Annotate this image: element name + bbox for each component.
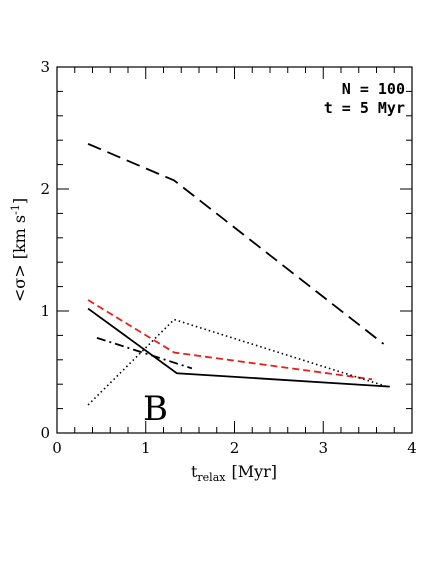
x-axis-label-sub: relax: [197, 471, 226, 484]
x-axis-label: trelax [Myr]: [191, 462, 277, 484]
series-line-dash-dot: [96, 336, 193, 370]
series-line-dotted: [87, 318, 388, 406]
y-axis-label-main: <σ> [km s: [10, 215, 29, 302]
x-tick-label: 1: [141, 439, 151, 457]
panel-letter: B: [143, 389, 168, 429]
y-tick-label: 0: [40, 424, 50, 442]
y-axis-label: <σ> [km s-1]: [9, 198, 29, 302]
x-tick-label: 3: [318, 439, 328, 457]
x-tick-label: 4: [407, 439, 417, 457]
y-tick-label: 3: [40, 58, 50, 76]
y-tick-label: 1: [40, 302, 50, 320]
annotation-n: N = 100: [342, 80, 405, 98]
series-line-dashed: [87, 299, 373, 381]
series-layer: [87, 143, 390, 406]
tick-labels: 0 1 2 3 4 0 1 2 3: [40, 58, 416, 457]
y-axis-label-sup: -1: [9, 204, 22, 215]
series-line-solid: [87, 307, 390, 388]
y-tick-label: 2: [40, 180, 50, 198]
x-tick-label: 2: [230, 439, 240, 457]
x-axis-label-main: t: [191, 462, 198, 481]
y-axis-label-close: ]: [10, 198, 29, 204]
annotation-t: t = 5 Myr: [324, 99, 405, 117]
series-line-long-dash: [87, 143, 385, 345]
x-axis-label-unit: [Myr]: [231, 462, 277, 481]
axis-ticks: [56, 66, 413, 434]
x-tick-label: 0: [52, 439, 62, 457]
